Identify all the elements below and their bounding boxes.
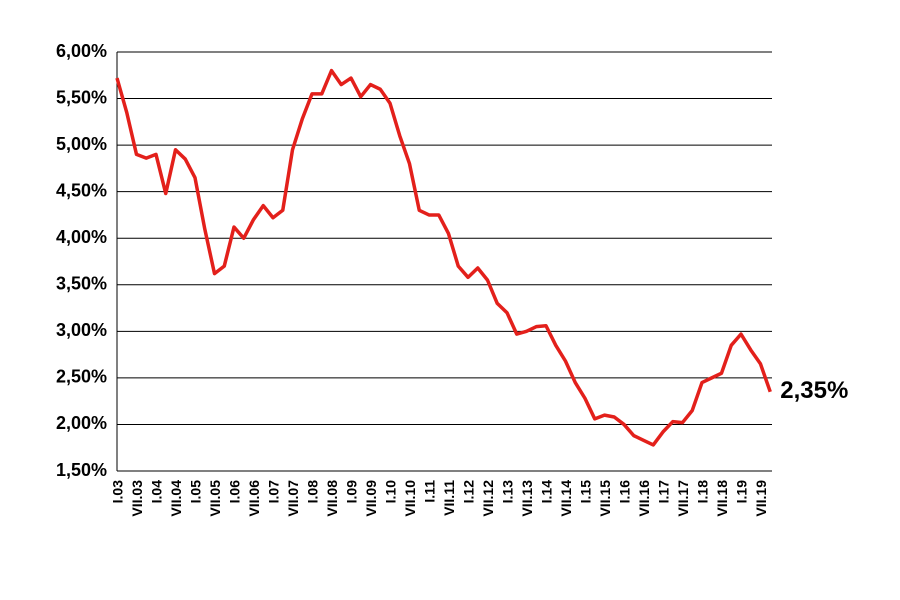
x-tick-label: VII.15 xyxy=(597,480,613,517)
x-tick-label: I.19 xyxy=(734,480,750,504)
x-tick-label: VII.09 xyxy=(363,480,379,517)
x-tick-label: I.10 xyxy=(383,480,399,504)
x-tick-label: VII.05 xyxy=(207,480,223,517)
x-tick-label: VII.14 xyxy=(558,480,574,517)
x-tick-label: VII.16 xyxy=(636,480,652,517)
y-tick-label: 2,50% xyxy=(56,367,107,387)
x-tick-label: I.16 xyxy=(617,480,633,504)
x-tick-label: VII.18 xyxy=(714,480,730,517)
x-tick-label: VII.12 xyxy=(480,480,496,517)
y-tick-label: 2,00% xyxy=(56,413,107,433)
x-tick-label: I.09 xyxy=(344,480,360,504)
x-tick-label: VII.13 xyxy=(519,480,535,517)
y-tick-label: 6,00% xyxy=(56,41,107,61)
data-label: 2,35% xyxy=(780,377,848,404)
x-tick-label: VII.08 xyxy=(324,480,340,517)
x-tick-label: VII.11 xyxy=(441,480,457,516)
y-tick-label: 1,50% xyxy=(56,460,107,480)
x-tick-label: I.04 xyxy=(149,480,165,504)
y-tick-label: 4,00% xyxy=(56,227,107,247)
x-tick-label: VII.19 xyxy=(753,480,769,517)
y-tick-label: 5,00% xyxy=(56,134,107,154)
x-tick-label: I.14 xyxy=(539,480,555,504)
x-tick-label: I.07 xyxy=(266,480,282,504)
x-tick-label: I.11 xyxy=(422,480,438,503)
y-tick-label: 4,50% xyxy=(56,180,107,200)
y-tick-label: 5,50% xyxy=(56,87,107,107)
x-tick-label: I.15 xyxy=(578,480,594,504)
x-tick-label: I.03 xyxy=(110,480,126,504)
x-tick-label: VII.03 xyxy=(129,480,145,517)
x-tick-label: I.18 xyxy=(695,480,711,504)
x-tick-label: VII.17 xyxy=(675,480,691,517)
x-tick-label: I.08 xyxy=(305,480,321,504)
x-tick-label: VII.06 xyxy=(246,480,262,517)
x-tick-label: I.13 xyxy=(500,480,516,504)
y-tick-label: 3,50% xyxy=(56,274,107,294)
x-tick-label: VII.07 xyxy=(285,480,301,517)
x-tick-label: VII.04 xyxy=(168,480,184,517)
line xyxy=(115,68,772,447)
x-tick-label: I.17 xyxy=(656,480,672,504)
x-tick-label: I.05 xyxy=(188,480,204,504)
x-tick-label: I.06 xyxy=(227,480,243,504)
x-tick-label: I.12 xyxy=(461,480,477,504)
x-tick-label: VII.10 xyxy=(402,480,418,517)
y-tick-label: 3,00% xyxy=(56,320,107,340)
